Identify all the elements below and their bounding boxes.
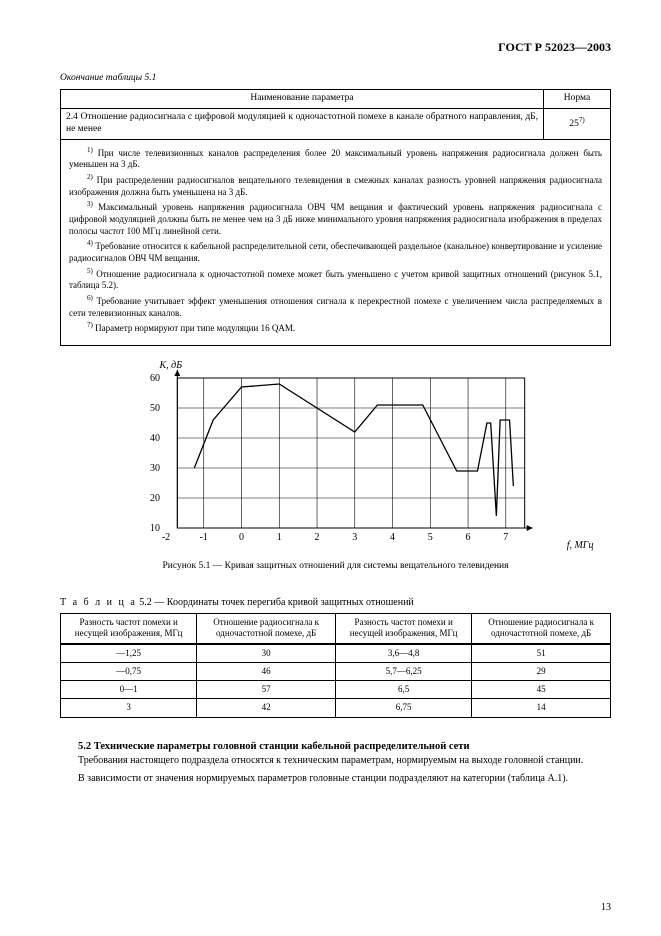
table-row: 0—157 6,545 [61,681,611,699]
table-5-1: Наименование параметра Норма 2.4 Отношен… [60,89,611,140]
section-5-2-title: 5.2 Технические параметры головной станц… [60,740,611,753]
chart-ylabel: K, дБ [160,360,183,373]
svg-text:50: 50 [150,403,160,414]
figure-5-1: K, дБ -2-101234567102030405060 f, МГц [126,364,546,549]
svg-text:-2: -2 [161,532,169,543]
table51-head-norm: Норма [544,89,611,108]
svg-text:60: 60 [150,373,160,384]
svg-text:40: 40 [150,433,160,444]
table-row: —1,2530 3,6—4,851 [61,644,611,663]
svg-text:0: 0 [239,532,244,543]
svg-text:3: 3 [352,532,357,543]
section-5-2-p1: Требования настоящего подраздела относят… [60,755,611,768]
svg-text:6: 6 [465,532,470,543]
t52-h3: Разность частот помехи и несущей изображ… [335,614,471,644]
svg-text:-1: -1 [199,532,207,543]
figure-caption: Рисунок 5.1 — Кривая защитных отношений … [60,561,611,573]
chart-svg: -2 -1 0 1 2 3 4 5 6 7 10 20 30 40 50 60 [126,364,546,544]
table-row: 342 6,7514 [61,699,611,717]
table51-row-param: 2.4 Отношение радиосигнала с цифровой мо… [61,108,544,139]
svg-text:30: 30 [150,463,160,474]
chart-xlabel: f, МГц [567,540,594,553]
table51-head-param: Наименование параметра [61,89,544,108]
svg-text:2: 2 [314,532,319,543]
t52-h4: Отношение радиосигнала к одночастотной п… [472,614,611,644]
table51-footnotes: 1) При числе телевизионных каналов распр… [60,140,611,347]
table-end-note: Окончание таблицы 5.1 [60,73,611,85]
svg-text:10: 10 [150,523,160,534]
table51-row-norm: 257) [544,108,611,139]
table-row: —0,7546 5,7—6,2529 [61,662,611,680]
svg-text:1: 1 [276,532,281,543]
svg-text:5: 5 [427,532,432,543]
section-5-2-p2: В зависимости от значения нормируемых па… [60,773,611,786]
table-5-2-title: Т а б л и ц а 5.2 — Координаты точек пер… [60,597,611,610]
table-5-2: Разность частот помехи и несущей изображ… [60,613,611,718]
svg-text:7: 7 [503,532,508,543]
svg-text:20: 20 [150,493,160,504]
svg-text:4: 4 [390,532,395,543]
document-code: ГОСТ Р 52023—2003 [60,40,611,55]
t52-h2: Отношение радиосигнала к одночастотной п… [197,614,336,644]
t52-h1: Разность частот помехи и несущей изображ… [61,614,197,644]
page-number: 13 [601,902,611,915]
